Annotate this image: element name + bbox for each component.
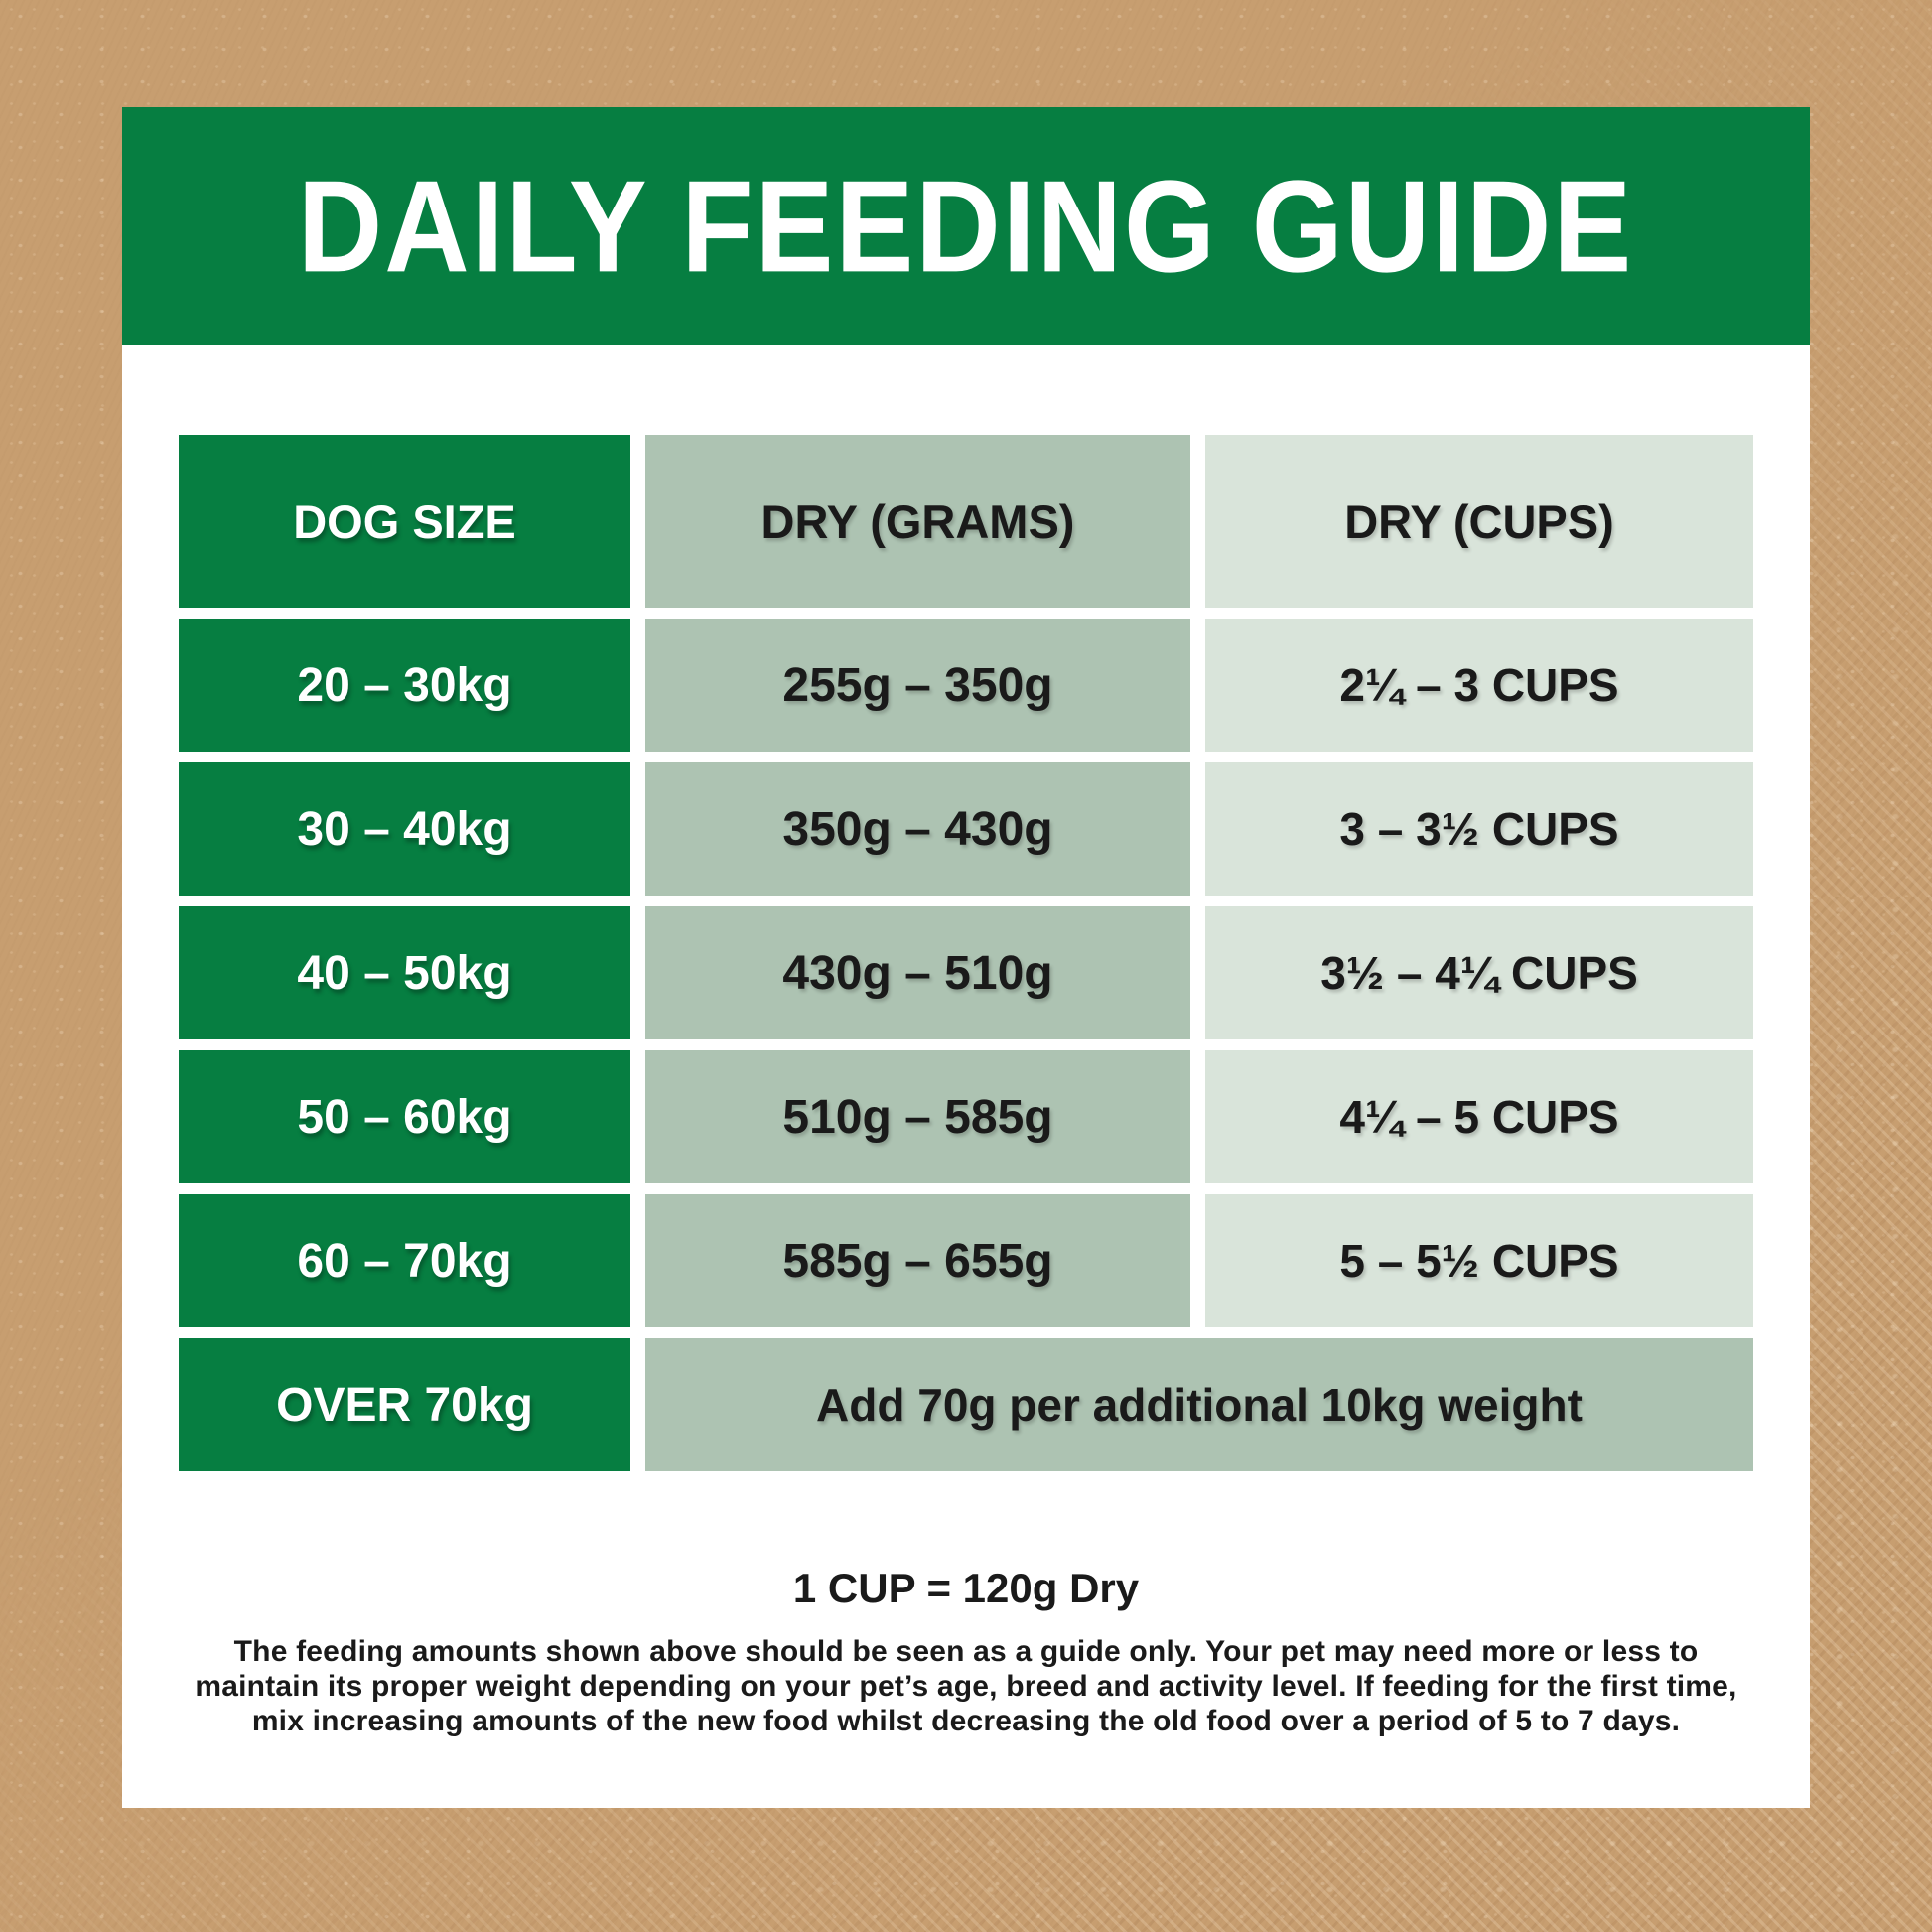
page-title: DAILY FEEDING GUIDE — [298, 153, 1634, 300]
cell-dry-cups: 5 – 5½ CUPS — [1205, 1194, 1753, 1327]
header-dog-size: DOG SIZE — [179, 435, 630, 608]
cell-dog-size: 40 – 50kg — [179, 906, 630, 1039]
cell-dog-size: 50 – 60kg — [179, 1050, 630, 1183]
cell-dry-cups: 2¼ – 3 CUPS — [1205, 619, 1753, 752]
cell-dog-size: 30 – 40kg — [179, 762, 630, 896]
cell-dry-cups: 4¼ – 5 CUPS — [1205, 1050, 1753, 1183]
cell-dry-cups: 3 – 3½ CUPS — [1205, 762, 1753, 896]
feeding-guide-card: DAILY FEEDING GUIDE DOG SIZE DRY (GRAMS)… — [122, 107, 1810, 1808]
cell-dog-size: 60 – 70kg — [179, 1194, 630, 1327]
cell-dry-grams: 585g – 655g — [645, 1194, 1190, 1327]
cell-dog-size-over: OVER 70kg — [179, 1338, 630, 1471]
header-dry-grams: DRY (GRAMS) — [645, 435, 1190, 608]
cell-dry-grams: 430g – 510g — [645, 906, 1190, 1039]
cell-dry-cups: 3½ – 4¼ CUPS — [1205, 906, 1753, 1039]
cell-dog-size: 20 – 30kg — [179, 619, 630, 752]
footnote-block: 1 CUP = 120g Dry The feeding amounts sho… — [122, 1565, 1810, 1738]
header-dry-cups: DRY (CUPS) — [1205, 435, 1753, 608]
cup-equivalence-text: 1 CUP = 120g Dry — [792, 1565, 1140, 1611]
title-banner: DAILY FEEDING GUIDE — [122, 107, 1810, 345]
cell-over-note: Add 70g per additional 10kg weight — [645, 1338, 1753, 1471]
feeding-table: DOG SIZE DRY (GRAMS) DRY (CUPS) 20 – 30k… — [179, 435, 1753, 1471]
cell-dry-grams: 510g – 585g — [645, 1050, 1190, 1183]
cell-dry-grams: 350g – 430g — [645, 762, 1190, 896]
cell-dry-grams: 255g – 350g — [645, 619, 1190, 752]
disclaimer-text: The feeding amounts shown above should b… — [195, 1635, 1737, 1737]
